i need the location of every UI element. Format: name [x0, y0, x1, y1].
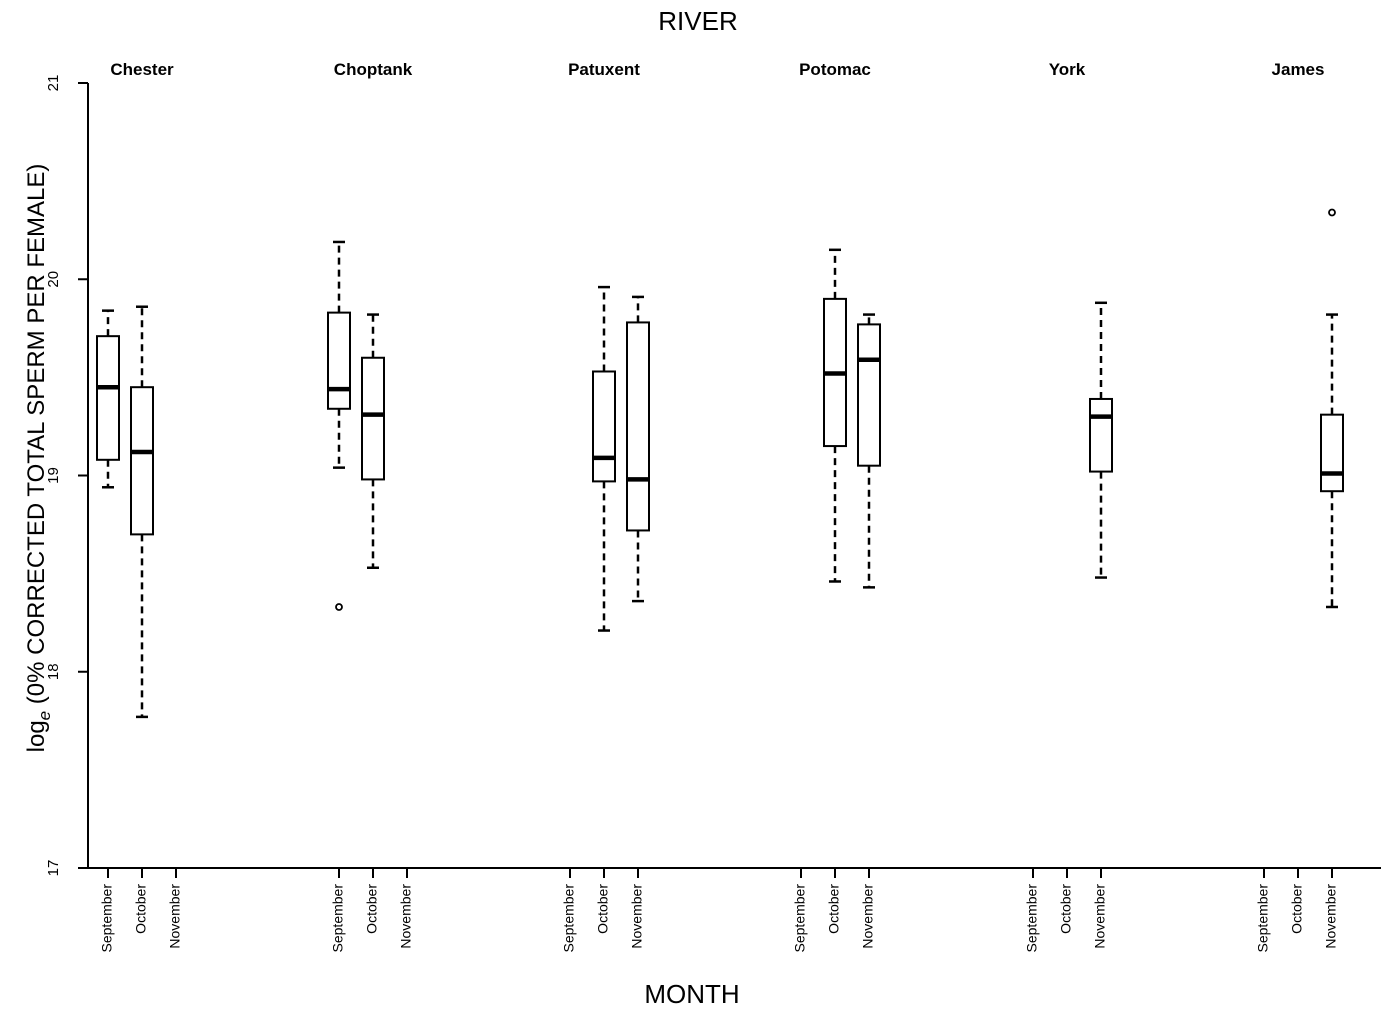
x-tick-label: September	[792, 884, 808, 953]
river-label: York	[1049, 60, 1086, 79]
x-tick-label: October	[1058, 884, 1074, 934]
y-tick-label: 21	[45, 75, 62, 92]
x-tick-label: October	[364, 884, 380, 934]
river-label: Patuxent	[568, 60, 640, 79]
y-tick-label: 17	[45, 860, 62, 877]
river-label: Choptank	[334, 60, 413, 79]
outlier-point	[1328, 208, 1336, 217]
box-rect	[1089, 397, 1113, 473]
box-rect	[327, 311, 351, 410]
box	[823, 248, 847, 583]
box-rect	[361, 356, 385, 481]
y-axis: 17 18 19 20 21	[45, 75, 89, 877]
y-tick-label: 18	[45, 663, 62, 680]
x-tick-label: October	[133, 884, 149, 934]
chart-title: RIVER	[658, 6, 737, 36]
box	[1320, 208, 1344, 609]
box	[857, 313, 881, 589]
x-axis: September October November September October…	[88, 867, 1381, 953]
y-tick-label: 19	[45, 467, 62, 484]
x-axis-label: MONTH	[644, 979, 739, 1009]
x-tick-label: November	[1092, 884, 1108, 949]
x-tick-label: September	[561, 884, 577, 953]
outlier-point	[335, 603, 343, 611]
box	[327, 240, 351, 611]
x-tick-label: September	[1024, 884, 1040, 953]
x-tick-label: November	[167, 884, 183, 949]
river-label: Chester	[110, 60, 174, 79]
river-label: Potomac	[799, 60, 871, 79]
x-tick-label: September	[330, 884, 346, 953]
box	[361, 313, 385, 569]
box-rect	[857, 323, 881, 467]
box	[592, 285, 616, 632]
x-tick-label: September	[1255, 884, 1271, 953]
box	[130, 305, 154, 719]
y-axis-label-log: log	[23, 720, 50, 752]
box-rect	[626, 321, 650, 532]
x-tick-label: November	[860, 884, 876, 949]
box	[1089, 301, 1113, 579]
box-rect	[592, 370, 616, 483]
box-rect	[1320, 413, 1344, 493]
y-axis-label-subscript: e	[35, 711, 54, 720]
box	[96, 309, 120, 489]
x-tick-label: November	[398, 884, 414, 949]
box-rect	[96, 335, 120, 461]
x-tick-label: October	[595, 884, 611, 934]
y-axis-label-text: (0% CORRECTED TOTAL SPERM PER FEMALE)	[23, 164, 50, 711]
boxplot-series	[96, 208, 1344, 719]
x-tick-label: November	[629, 884, 645, 949]
x-tick-label: November	[1323, 884, 1339, 949]
river-label: James	[1272, 60, 1325, 79]
x-tick-label: September	[99, 884, 115, 953]
x-tick-label: October	[826, 884, 842, 934]
y-axis-label: loge (0% CORRECTED TOTAL SPERM PER FEMAL…	[23, 164, 54, 753]
river-labels: Chester Choptank Patuxent Potomac York James	[110, 60, 1324, 79]
x-tick-label: October	[1289, 884, 1305, 934]
box	[626, 295, 650, 603]
box-rect	[130, 386, 154, 536]
y-tick-label: 20	[45, 271, 62, 288]
